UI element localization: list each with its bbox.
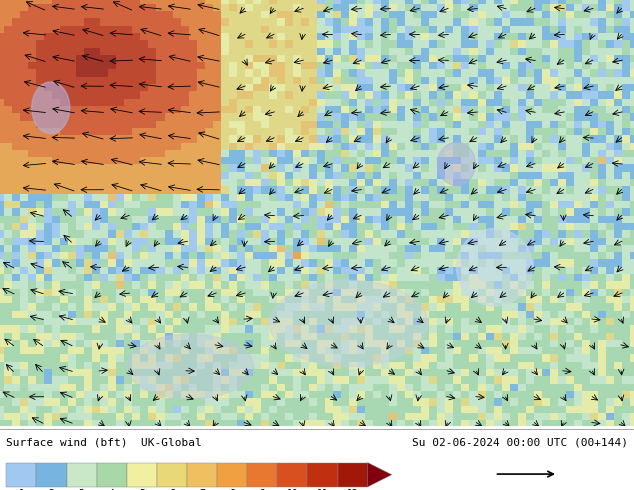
Bar bbox=[277, 463, 307, 487]
Bar bbox=[187, 463, 217, 487]
Bar bbox=[157, 463, 187, 487]
Ellipse shape bbox=[32, 82, 70, 134]
Ellipse shape bbox=[456, 228, 533, 306]
Polygon shape bbox=[368, 463, 392, 487]
Bar bbox=[307, 463, 337, 487]
Ellipse shape bbox=[127, 334, 254, 399]
Text: Su 02-06-2024 00:00 UTC (00+144): Su 02-06-2024 00:00 UTC (00+144) bbox=[411, 438, 628, 448]
Bar bbox=[36, 463, 67, 487]
Bar bbox=[67, 463, 96, 487]
Bar bbox=[127, 463, 157, 487]
Bar bbox=[247, 463, 277, 487]
Ellipse shape bbox=[437, 142, 476, 185]
Bar bbox=[217, 463, 247, 487]
Ellipse shape bbox=[269, 280, 428, 367]
Text: Surface wind (bft)  UK-Global: Surface wind (bft) UK-Global bbox=[6, 438, 202, 448]
Bar bbox=[337, 463, 368, 487]
Bar bbox=[6, 463, 36, 487]
Bar bbox=[96, 463, 127, 487]
